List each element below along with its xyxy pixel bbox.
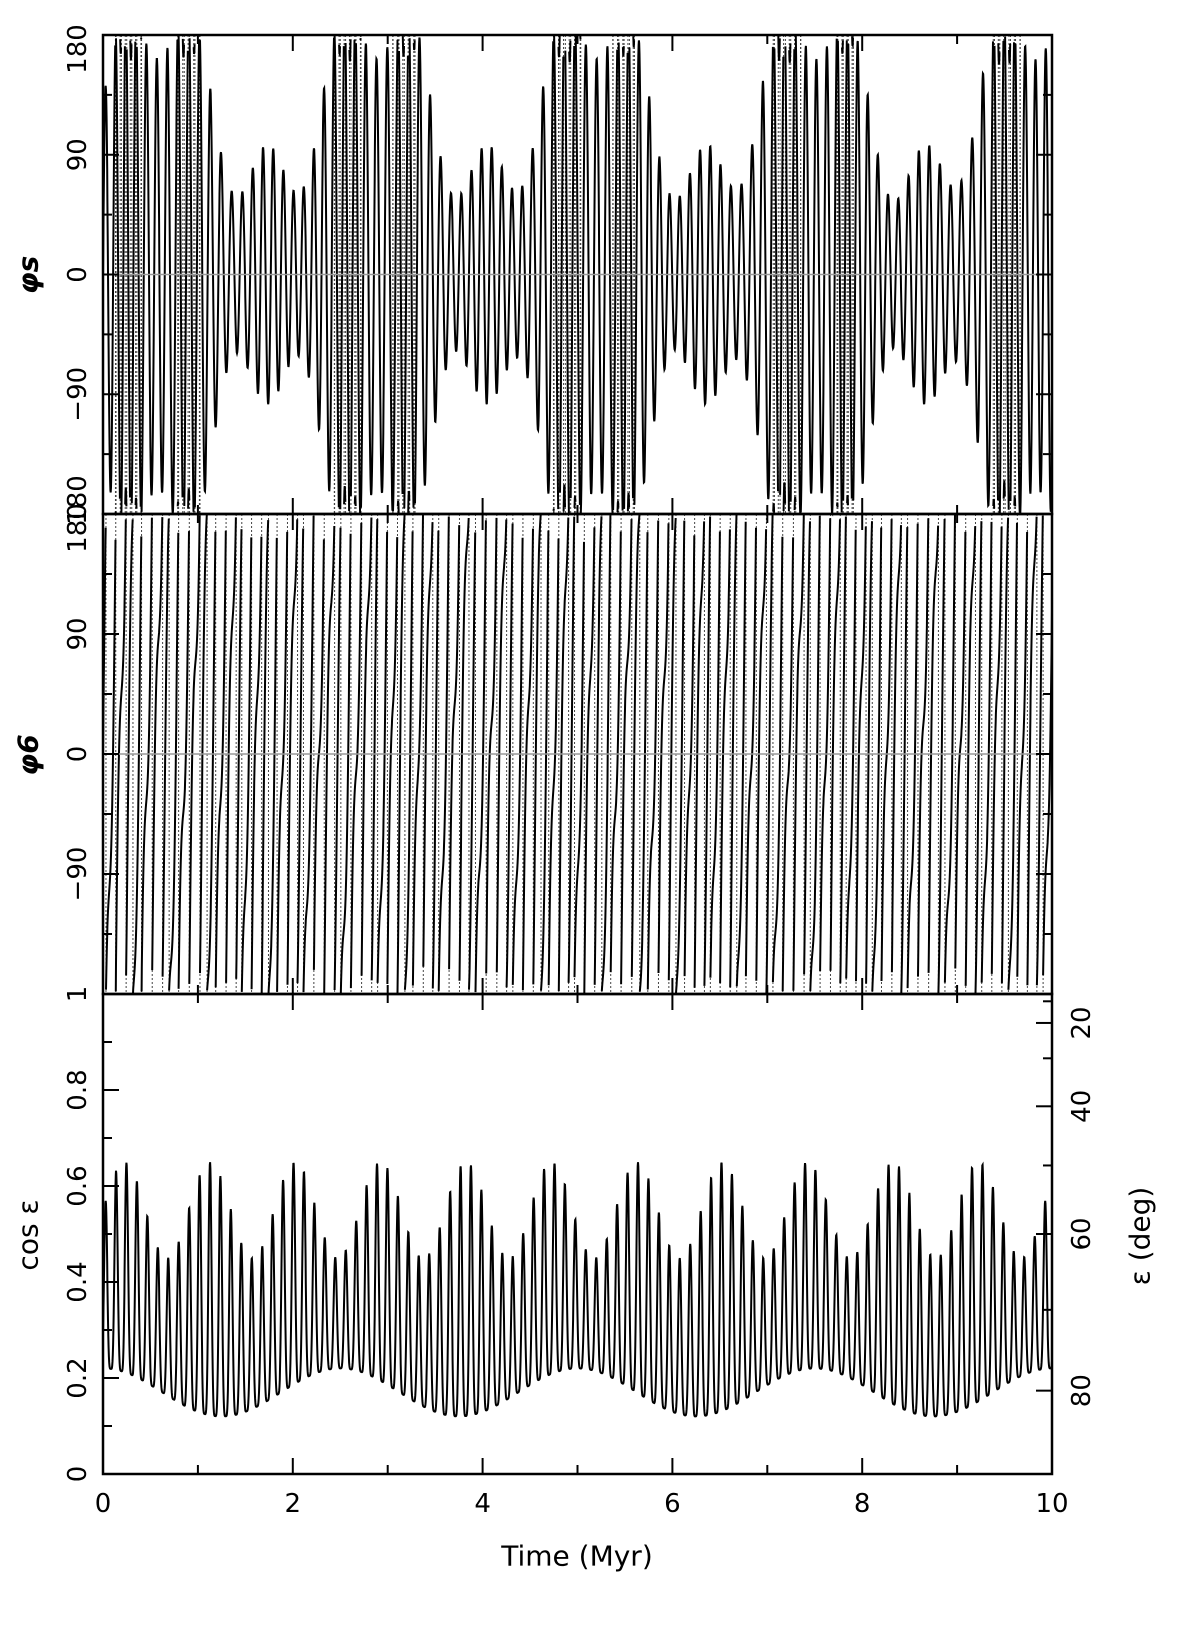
cos-eps-line	[102, 1161, 1053, 1418]
phi-6-y-ticks: 180 90 0 −90	[63, 503, 1052, 935]
eps-deg-ylabel: ε (deg)	[1124, 1187, 1157, 1286]
y-tick-label: 0.8	[63, 1069, 93, 1110]
x-tick-label: 0	[95, 1489, 112, 1519]
y-tick-label: −90	[63, 367, 93, 422]
y-tick-label: 0	[63, 266, 93, 283]
x-tick-label: 4	[474, 1489, 491, 1519]
cos-eps-y-ticks: 0 0.2 0.4 0.6 0.8 1	[63, 986, 119, 1483]
time-xlabel: Time (Myr)	[500, 1540, 653, 1573]
right-tick-label: 60	[1067, 1217, 1097, 1250]
phi-6-ylabel: φ6	[12, 734, 45, 775]
cos-eps-frame	[101, 992, 1054, 1476]
y-tick-label: 0.2	[63, 1357, 93, 1398]
y-tick-label: 180	[63, 24, 93, 74]
cos-eps-series	[102, 1161, 1053, 1418]
phi-s-panel: 180 90 0 −90 180 φs	[12, 24, 1054, 525]
x-tick-label: 2	[285, 1489, 302, 1519]
y-tick-label: 180	[63, 503, 93, 553]
y-tick-label: 90	[63, 617, 93, 650]
x-tick-label: 8	[854, 1489, 871, 1519]
phi-s-line	[102, 35, 1053, 517]
phi-s-series	[102, 35, 1053, 517]
y-tick-label: 0	[63, 746, 93, 763]
x-tick-label: 6	[664, 1489, 681, 1519]
phi-6-line	[102, 514, 1053, 994]
y-tick-label: 0	[63, 1466, 93, 1483]
eps-deg-y-ticks: 20 40 60 80	[1036, 1000, 1097, 1475]
y-tick-label: −90	[63, 847, 93, 902]
right-tick-label: 20	[1067, 1006, 1097, 1039]
phi-6-panel: 180 90 0 −90 φ6	[12, 503, 1054, 996]
x-tick-label: 10	[1035, 1489, 1068, 1519]
phi-s-ylabel: φs	[12, 256, 45, 295]
phi-s-y-ticks: 180 90 0 −90 180	[63, 24, 1052, 525]
y-tick-label: 90	[63, 138, 93, 171]
phi-6-x-ticks	[102, 514, 1053, 994]
y-tick-label: 1	[63, 986, 93, 1003]
right-tick-label: 40	[1067, 1090, 1097, 1123]
time-x-ticks: 0 2 4 6 8 10	[95, 994, 1069, 1519]
y-tick-label: 0.4	[63, 1261, 93, 1302]
cos-eps-panel: 0 0.2 0.4 0.6 0.8 1 20 40 60 80 0 2 4 6 8 10 cos ε ε …	[12, 986, 1157, 1573]
cos-eps-ylabel: cos ε	[12, 1199, 45, 1270]
right-tick-label: 80	[1067, 1374, 1097, 1407]
y-tick-label: 180	[63, 475, 93, 525]
y-tick-label: 0.6	[63, 1165, 93, 1206]
